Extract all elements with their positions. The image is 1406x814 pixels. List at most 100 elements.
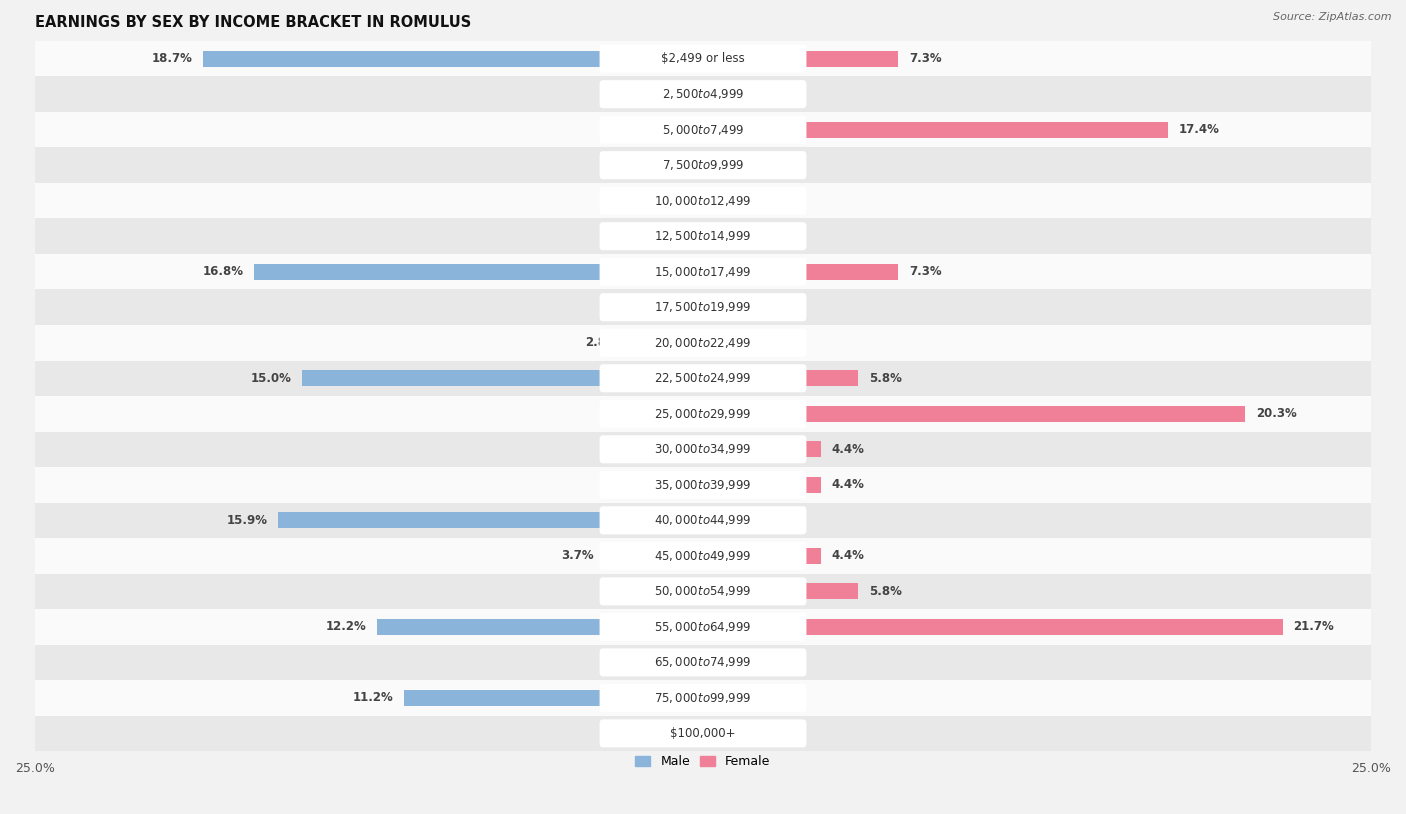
Text: 0.0%: 0.0% xyxy=(714,88,744,101)
Text: 0.0%: 0.0% xyxy=(662,584,692,597)
Text: 0.0%: 0.0% xyxy=(662,230,692,243)
Bar xyxy=(35,681,1371,716)
Text: $35,000 to $39,999: $35,000 to $39,999 xyxy=(654,478,752,492)
Bar xyxy=(35,290,1371,325)
FancyBboxPatch shape xyxy=(599,400,807,428)
FancyBboxPatch shape xyxy=(599,577,807,606)
Bar xyxy=(703,121,1168,138)
Bar xyxy=(35,254,1371,290)
Text: 0.0%: 0.0% xyxy=(714,230,744,243)
Text: 2.8%: 2.8% xyxy=(585,336,617,349)
Text: $2,499 or less: $2,499 or less xyxy=(661,52,745,65)
Text: $45,000 to $49,999: $45,000 to $49,999 xyxy=(654,549,752,562)
Bar xyxy=(35,574,1371,609)
Text: 5.8%: 5.8% xyxy=(869,584,901,597)
FancyBboxPatch shape xyxy=(599,720,807,747)
Text: 15.9%: 15.9% xyxy=(226,514,267,527)
FancyBboxPatch shape xyxy=(599,222,807,250)
Text: 0.0%: 0.0% xyxy=(662,159,692,172)
Text: 0.0%: 0.0% xyxy=(714,514,744,527)
Text: 12.2%: 12.2% xyxy=(326,620,367,633)
Text: 18.7%: 18.7% xyxy=(152,52,193,65)
Text: 16.8%: 16.8% xyxy=(202,265,243,278)
FancyBboxPatch shape xyxy=(599,116,807,144)
Text: 0.0%: 0.0% xyxy=(714,195,744,208)
Text: 15.0%: 15.0% xyxy=(250,372,291,385)
Bar xyxy=(703,50,898,67)
Text: 1.5%: 1.5% xyxy=(754,656,786,669)
Bar xyxy=(703,441,821,457)
Text: 4.4%: 4.4% xyxy=(831,443,865,456)
Bar xyxy=(35,41,1371,77)
Bar xyxy=(703,619,1282,635)
Text: 0.0%: 0.0% xyxy=(662,443,692,456)
Bar xyxy=(35,77,1371,112)
Text: 17.4%: 17.4% xyxy=(1178,123,1219,136)
Text: $22,500 to $24,999: $22,500 to $24,999 xyxy=(654,371,752,385)
Text: 4.4%: 4.4% xyxy=(831,479,865,492)
Bar xyxy=(703,370,858,387)
Text: $30,000 to $34,999: $30,000 to $34,999 xyxy=(654,442,752,457)
Bar xyxy=(652,121,703,138)
Text: 0.0%: 0.0% xyxy=(662,88,692,101)
FancyBboxPatch shape xyxy=(599,364,807,392)
Text: $15,000 to $17,499: $15,000 to $17,499 xyxy=(654,265,752,278)
FancyBboxPatch shape xyxy=(599,186,807,215)
Text: 0.0%: 0.0% xyxy=(714,336,744,349)
Bar xyxy=(35,716,1371,751)
Bar xyxy=(404,690,703,706)
Text: $7,500 to $9,999: $7,500 to $9,999 xyxy=(662,158,744,173)
FancyBboxPatch shape xyxy=(599,542,807,570)
Text: 0.0%: 0.0% xyxy=(662,656,692,669)
Bar xyxy=(703,477,821,492)
Text: 7.3%: 7.3% xyxy=(908,265,942,278)
Text: 3.7%: 3.7% xyxy=(561,549,593,562)
Text: $17,500 to $19,999: $17,500 to $19,999 xyxy=(654,300,752,314)
Bar xyxy=(703,406,1246,422)
Bar xyxy=(377,619,703,635)
Text: 0.0%: 0.0% xyxy=(714,727,744,740)
Text: $5,000 to $7,499: $5,000 to $7,499 xyxy=(662,123,744,137)
Bar xyxy=(278,512,703,528)
Bar xyxy=(35,609,1371,645)
FancyBboxPatch shape xyxy=(599,435,807,463)
FancyBboxPatch shape xyxy=(599,151,807,179)
Bar xyxy=(35,147,1371,183)
FancyBboxPatch shape xyxy=(599,80,807,108)
Bar xyxy=(703,264,898,280)
FancyBboxPatch shape xyxy=(599,506,807,534)
Bar xyxy=(35,183,1371,218)
FancyBboxPatch shape xyxy=(599,649,807,676)
Text: 0.0%: 0.0% xyxy=(662,727,692,740)
Text: $25,000 to $29,999: $25,000 to $29,999 xyxy=(654,407,752,421)
Text: 0.0%: 0.0% xyxy=(662,300,692,313)
Text: 0.0%: 0.0% xyxy=(714,691,744,704)
FancyBboxPatch shape xyxy=(599,45,807,72)
Text: $65,000 to $74,999: $65,000 to $74,999 xyxy=(654,655,752,669)
Bar xyxy=(35,325,1371,361)
Legend: Male, Female: Male, Female xyxy=(630,751,776,773)
Bar xyxy=(35,112,1371,147)
FancyBboxPatch shape xyxy=(599,329,807,357)
Text: $55,000 to $64,999: $55,000 to $64,999 xyxy=(654,620,752,634)
Text: Source: ZipAtlas.com: Source: ZipAtlas.com xyxy=(1274,12,1392,22)
Text: 4.4%: 4.4% xyxy=(831,549,865,562)
Text: 5.8%: 5.8% xyxy=(869,372,901,385)
Bar xyxy=(652,406,703,422)
Bar xyxy=(703,584,858,599)
Text: 0.0%: 0.0% xyxy=(714,159,744,172)
Bar xyxy=(628,335,703,351)
Text: 0.0%: 0.0% xyxy=(662,195,692,208)
Bar xyxy=(703,548,821,564)
Bar xyxy=(35,502,1371,538)
Bar xyxy=(204,50,703,67)
Bar xyxy=(35,396,1371,431)
Text: $100,000+: $100,000+ xyxy=(671,727,735,740)
FancyBboxPatch shape xyxy=(599,613,807,641)
Bar xyxy=(35,538,1371,574)
Text: $40,000 to $44,999: $40,000 to $44,999 xyxy=(654,514,752,527)
Bar xyxy=(35,645,1371,681)
Text: 0.0%: 0.0% xyxy=(662,479,692,492)
Text: 1.9%: 1.9% xyxy=(609,407,641,420)
Text: 21.7%: 21.7% xyxy=(1294,620,1334,633)
